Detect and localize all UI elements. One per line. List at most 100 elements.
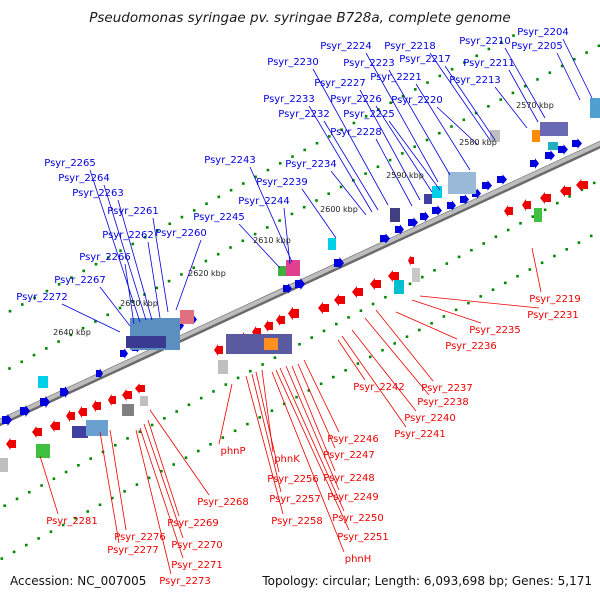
tick-dot — [573, 58, 576, 61]
tick-dot — [167, 279, 171, 283]
tick-dot — [20, 360, 23, 364]
forward-leader-line — [152, 217, 169, 313]
reverse-leader-line — [411, 299, 482, 324]
tick-dot — [479, 295, 482, 298]
forward-gene-label: Psyr_2263 — [72, 188, 124, 199]
forward-gene-arrow — [380, 233, 390, 244]
tick-dot — [359, 309, 363, 312]
forward-gene-label: Psyr_2261 — [107, 206, 159, 217]
forward-gene-label: Psyr_2227 — [314, 78, 366, 89]
tick-dot — [298, 343, 301, 346]
forward-leader-line — [99, 286, 131, 327]
tick-dot — [254, 175, 257, 179]
tick-dot — [352, 121, 356, 125]
tick-dot — [184, 456, 188, 459]
reverse-gene-label: Psyr_2273 — [159, 576, 211, 587]
forward-leader-line — [301, 188, 337, 239]
tick-dot — [401, 152, 404, 155]
reverse-leader-line — [395, 311, 458, 340]
forward-gene-arrow — [558, 144, 568, 155]
reverse-gene-arrow — [32, 426, 42, 438]
forward-leader-line — [562, 38, 593, 99]
tick-dot — [565, 248, 568, 251]
tick-dot — [111, 496, 114, 500]
reverse-gene-label: Psyr_2236 — [445, 341, 497, 352]
tick-dot — [307, 389, 311, 392]
tick-dot — [266, 168, 270, 172]
tick-dot — [528, 268, 532, 271]
forward-gene-label: Psyr_2234 — [285, 159, 337, 170]
forward-leader-line — [283, 207, 291, 265]
tick-dot — [494, 235, 498, 238]
map-title: Pseudomonas syringae pv. syringae B728a,… — [89, 10, 511, 26]
tick-dot — [364, 115, 368, 118]
tick-dot — [241, 239, 245, 243]
tick-dot — [131, 300, 134, 303]
tick-dot — [474, 111, 478, 115]
gene-feature-block — [394, 280, 404, 294]
tick-dot — [126, 437, 129, 440]
reverse-gene-label: phnP — [220, 446, 245, 457]
reverse-gene-label: Psyr_2247 — [323, 450, 375, 461]
gene-feature-block — [72, 426, 88, 438]
forward-gene-arrow — [2, 414, 12, 426]
forward-gene-arrow — [482, 180, 492, 191]
scale-label: 2620 kbp — [188, 269, 226, 278]
tick-dot — [523, 84, 527, 88]
tick-dot — [454, 308, 458, 312]
forward-gene-label: Psyr_2264 — [58, 173, 110, 184]
reverse-gene-label: Psyr_2240 — [404, 413, 456, 424]
tick-dot — [261, 363, 264, 366]
forward-gene-label: Psyr_2232 — [278, 109, 330, 120]
tick-dot — [371, 302, 375, 306]
forward-gene-label: Psyr_2267 — [54, 275, 106, 286]
forward-gene-arrow — [572, 138, 582, 149]
tick-dot — [519, 222, 522, 225]
tick-dot — [57, 340, 60, 343]
tick-dot — [425, 138, 429, 142]
tick-dot — [180, 273, 183, 276]
gene-feature-block — [532, 130, 540, 142]
forward-gene-arrow — [96, 368, 103, 379]
gene-feature-block — [278, 266, 286, 276]
tick-dot — [3, 504, 6, 507]
reverse-gene-arrow — [522, 199, 531, 211]
reverse-gene-label: Psyr_2270 — [171, 540, 223, 551]
forward-leader-line — [436, 106, 479, 146]
forward-gene-label: Psyr_2243 — [204, 155, 256, 166]
scale-label: 2630 kbp — [120, 299, 158, 308]
tick-dot — [457, 255, 461, 259]
forward-leader-line — [375, 138, 413, 207]
tick-dot — [143, 236, 147, 239]
reverse-leader-line — [351, 329, 417, 412]
reverse-leader-line — [375, 309, 434, 382]
tick-dot — [381, 348, 384, 352]
tick-dot — [589, 234, 593, 238]
forward-gene-label: Psyr_2221 — [370, 72, 422, 83]
gene-feature-block — [432, 186, 442, 198]
tick-dot — [229, 188, 233, 192]
gene-feature-block — [86, 420, 108, 436]
forward-leader-line — [117, 199, 153, 321]
tick-dot — [438, 131, 441, 135]
tick-dot — [408, 282, 412, 286]
tick-dot — [347, 316, 350, 319]
gene-feature-block — [126, 336, 166, 348]
tick-dot — [217, 195, 221, 199]
tick-dot — [553, 254, 556, 258]
tick-dot — [356, 362, 360, 365]
reverse-gene-arrow — [352, 286, 363, 298]
forward-leader-line — [175, 239, 202, 311]
forward-leader-line — [249, 166, 293, 263]
gene-feature-block — [540, 122, 568, 136]
reverse-gene-arrow — [560, 185, 571, 197]
tick-dot — [463, 61, 466, 64]
reverse-leader-line — [303, 359, 340, 433]
gene-feature-block — [448, 172, 476, 194]
tick-dot — [8, 309, 12, 313]
tick-dot — [580, 188, 584, 191]
tick-dot — [282, 402, 286, 406]
scale-label: 2580 kbp — [459, 138, 497, 147]
reverse-gene-arrow — [50, 420, 60, 432]
